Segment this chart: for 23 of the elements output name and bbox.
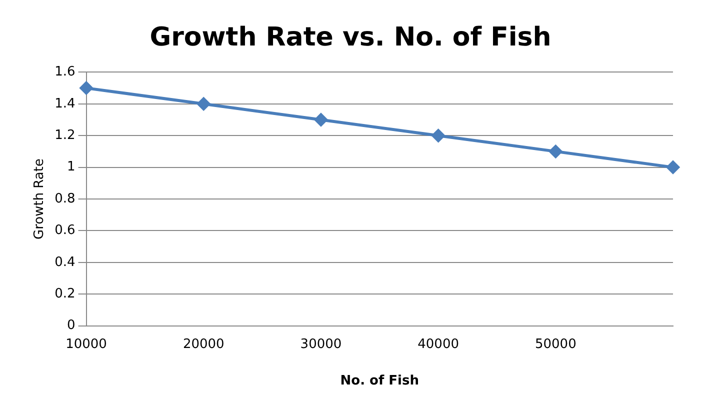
x-tick-label: 40000 xyxy=(418,336,459,352)
y-tick-label: 0.4 xyxy=(54,254,76,270)
x-tick-label: 50000 xyxy=(534,336,576,352)
y-axis-title: Growth Rate xyxy=(32,158,48,240)
point xyxy=(549,144,562,158)
x-tick-label: 30000 xyxy=(300,336,342,352)
x-axis-title: No. of Fish xyxy=(340,374,419,389)
y-tick-label: 0.2 xyxy=(54,286,76,302)
x-tick-label: 10000 xyxy=(66,336,107,352)
chart-title: Growth Rate vs. No. of Fish xyxy=(150,22,552,52)
point xyxy=(666,160,680,174)
point xyxy=(432,129,445,142)
point xyxy=(314,113,328,126)
y-tick-label: 0.6 xyxy=(54,223,76,238)
x-tick-label: 20000 xyxy=(182,336,224,352)
point xyxy=(197,97,210,110)
y-tick-label: 1.2 xyxy=(54,128,76,143)
y-tick-label: 1.4 xyxy=(54,96,76,112)
point xyxy=(80,82,93,95)
y-tick-label: 0.8 xyxy=(54,191,76,206)
y-tick-label: 0 xyxy=(66,318,76,334)
y-tick-label: 1 xyxy=(66,160,76,175)
y-tick-label: 1.6 xyxy=(54,64,76,80)
